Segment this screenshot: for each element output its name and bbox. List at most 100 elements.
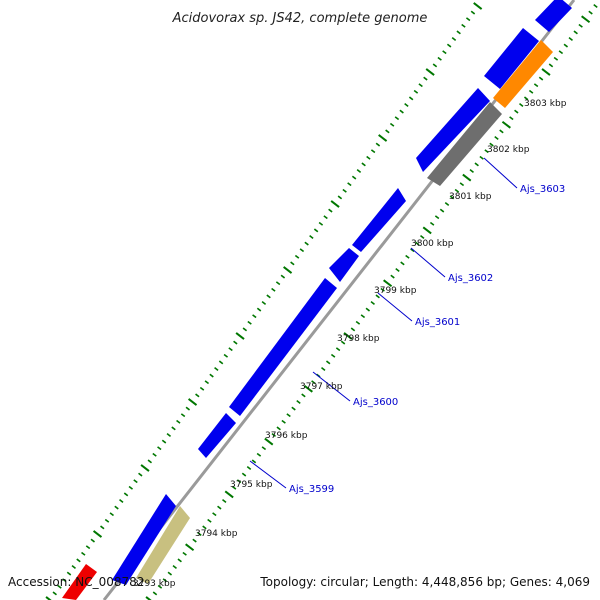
accession-text: Accession: NC_008782	[8, 575, 145, 589]
inner-scale-tick	[340, 340, 346, 345]
outer-scale-tick	[109, 512, 115, 517]
outer-scale-tick	[261, 301, 267, 305]
inner-scale-tick	[523, 96, 529, 101]
inner-scale-tick	[365, 307, 371, 312]
gene-label-ajs-3599[interactable]: Ajs_3599	[289, 484, 334, 495]
outer-scale-tick	[347, 182, 352, 187]
outer-scale-tick	[92, 530, 103, 538]
outer-scale-tick	[470, 10, 476, 15]
red-feature-arrow[interactable]	[62, 564, 97, 600]
inner-scale-tick	[311, 380, 316, 385]
inner-scale-tick	[509, 116, 514, 121]
outer-scale-tick	[356, 169, 362, 173]
outer-scale-tick	[214, 367, 219, 371]
outer-scale-tick	[423, 76, 428, 81]
gene-label-ajs-3601[interactable]: Ajs_3601	[415, 317, 460, 328]
inner-scale-tick	[449, 195, 455, 200]
gene-arrow-cds[interactable]	[416, 88, 490, 172]
outer-scale-tick	[104, 518, 110, 523]
outer-scale-tick	[233, 340, 238, 345]
outer-scale-tick	[432, 63, 438, 68]
outer-scale-tick	[62, 578, 67, 583]
inner-scale-tick	[343, 332, 353, 340]
inner-scale-tick	[202, 525, 207, 530]
gene-arrow-ajs-3600[interactable]	[229, 278, 337, 416]
outer-scale-tick	[330, 200, 340, 208]
inner-scale-tick	[568, 37, 573, 41]
inner-scale-tick	[489, 142, 494, 147]
inner-scale-tick	[474, 162, 479, 167]
outer-scale-tick	[318, 221, 324, 226]
inner-scale-tick	[172, 565, 177, 569]
gray-feature-arrow[interactable]	[427, 102, 502, 186]
outer-scale-tick	[57, 584, 62, 589]
inner-scale-tick	[499, 129, 504, 134]
scale-label: 3795 kbp	[230, 480, 273, 490]
inner-scale-tick	[553, 56, 559, 61]
outer-scale-tick	[309, 235, 314, 239]
inner-scale-tick	[593, 4, 598, 8]
scale-label: 3794 kbp	[195, 529, 238, 539]
outer-scale-tick	[119, 499, 124, 503]
outer-scale-tick	[366, 155, 371, 160]
orange-feature-arrow[interactable]	[493, 40, 553, 108]
outer-scale-tick	[283, 266, 293, 274]
inner-scale-tick	[415, 241, 420, 246]
outer-scale-tick	[290, 261, 295, 266]
inner-scale-tick	[434, 215, 440, 220]
outer-scale-tick	[199, 386, 205, 391]
outer-scale-tick	[385, 129, 390, 134]
outer-scale-tick	[157, 446, 162, 451]
gene-arrow-ajs-3602[interactable]	[352, 188, 406, 252]
outer-scale-tick	[218, 360, 224, 365]
scale-ticks	[45, 2, 598, 600]
gene-arrow-ajs-3601[interactable]	[329, 248, 359, 282]
inner-scale-tick	[578, 23, 583, 28]
inner-scale-tick	[479, 155, 484, 160]
gene-label-ajs-3603[interactable]: Ajs_3603	[520, 184, 565, 195]
outer-scale-tick	[370, 149, 376, 154]
inner-scale-tick	[350, 327, 356, 332]
inner-scale-tick	[303, 384, 313, 393]
outer-scale-tick	[299, 248, 305, 253]
outer-scale-tick	[133, 479, 138, 484]
gene-label-ajs-3600[interactable]: Ajs_3600	[353, 397, 398, 408]
gene-label-leader	[410, 247, 446, 278]
scale-label: 3801 kbp	[449, 192, 492, 202]
outer-scale-tick	[404, 103, 409, 107]
gene-arrow-cds-top[interactable]	[535, 0, 572, 32]
outer-scale-tick	[413, 89, 419, 94]
gene-label-ajs-3602[interactable]: Ajs_3602	[448, 273, 493, 284]
inner-scale-tick	[224, 490, 234, 499]
outer-scale-tick	[223, 353, 229, 358]
inner-scale-tick	[222, 499, 227, 503]
outer-scale-tick	[45, 596, 52, 600]
outer-scale-tick	[304, 241, 309, 246]
inner-scale-tick	[271, 433, 276, 437]
gene-arrow-cds-bottom[interactable]	[112, 494, 176, 585]
inner-scale-tick	[484, 149, 489, 154]
khaki-feature-arrow[interactable]	[136, 506, 190, 584]
inner-scale-tick	[390, 274, 395, 279]
outer-scale-tick	[408, 96, 414, 101]
outer-scale-tick	[76, 558, 81, 563]
outer-scale-tick	[451, 37, 457, 41]
outer-scale-tick	[185, 406, 191, 411]
gene-labels: Ajs_3599 Ajs_3600 Ajs_3601 Ajs_3602 Ajs_3603	[289, 184, 565, 495]
outer-scale-tick	[114, 505, 119, 510]
scale-label: 3796 kbp	[265, 431, 308, 441]
outer-scale-tick	[256, 307, 262, 312]
outer-scale-tick	[337, 195, 343, 200]
outer-scale-tick	[161, 439, 167, 444]
scale-label: 3798 kbp	[337, 334, 380, 344]
outer-scale-tick	[418, 83, 423, 88]
inner-scale-tick	[197, 532, 202, 536]
gene-arrow-ajs-3599[interactable]	[198, 413, 236, 458]
outer-scale-tick	[266, 294, 271, 299]
inner-scale-tick	[405, 254, 410, 259]
outer-scale-tick	[378, 134, 388, 142]
gene-arrow-cds[interactable]	[484, 28, 539, 89]
inner-scale-tick	[281, 419, 286, 424]
